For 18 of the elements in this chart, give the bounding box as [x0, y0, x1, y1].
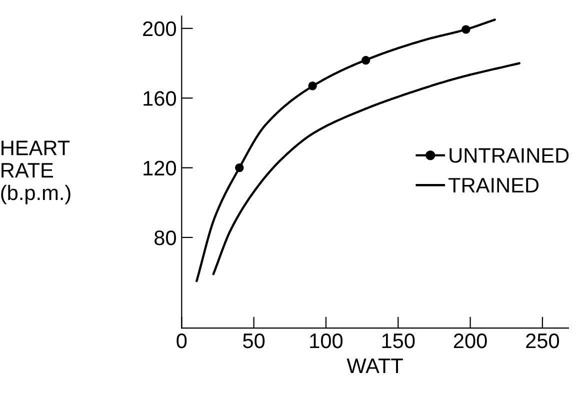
y-tick-label: 80 — [154, 230, 176, 246]
x-tick-label: 200 — [454, 333, 487, 348]
x-tick-label: 0 — [176, 333, 187, 348]
point — [361, 56, 370, 65]
legend-label: TRAINED — [448, 178, 539, 192]
point — [235, 163, 244, 172]
x-tick-label: 250 — [526, 333, 560, 348]
y-tick-label: 200 — [143, 21, 176, 36]
y-axis-title: HEART RATE (b.p.m.) — [1, 140, 70, 204]
point — [308, 82, 317, 90]
y-tick-label: 120 — [144, 160, 176, 176]
x-tick-label: 100 — [310, 333, 343, 348]
x-axis-title: WATT — [346, 358, 403, 373]
x-tick-label: 50 — [243, 333, 265, 348]
legend-label: UNTRAINED — [450, 148, 569, 163]
x-tick-label: 150 — [382, 333, 415, 348]
point — [462, 25, 470, 34]
y-tick-label: 160 — [144, 91, 176, 106]
